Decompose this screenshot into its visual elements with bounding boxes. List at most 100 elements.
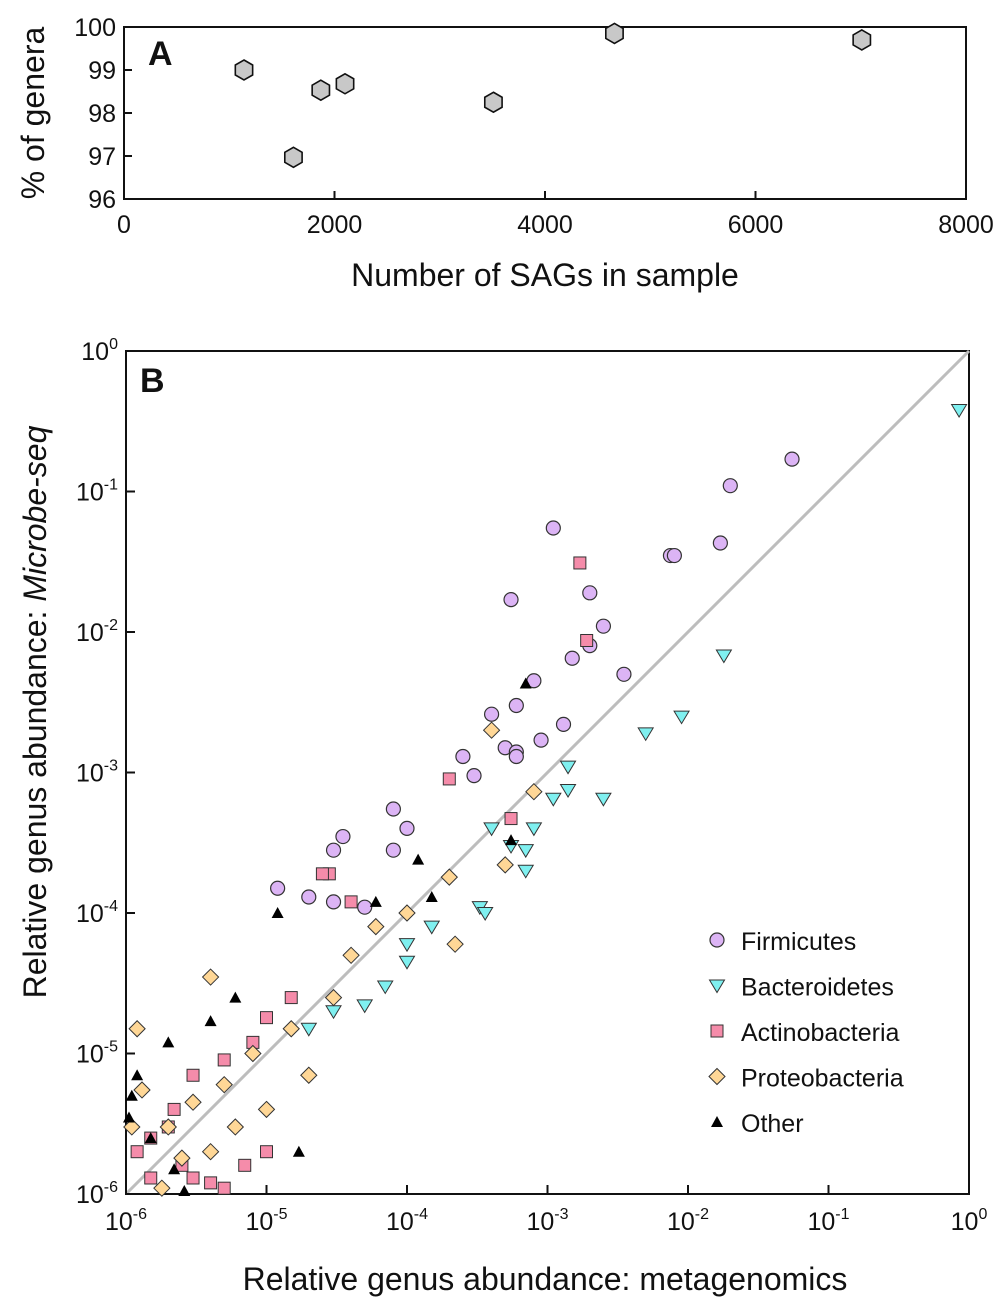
panel-b-x-tick-label: 10-5 [245, 1206, 287, 1236]
proteobacteria-data-point [342, 946, 360, 965]
bacteroidetes-data-point [544, 792, 562, 807]
bacteroidetes-data-point [483, 822, 500, 837]
panel-b-x-tick-exponent: -4 [414, 1206, 428, 1223]
legend-label-firmicutes: Firmicutes [741, 928, 856, 956]
legend-label-actinobacteria: Actinobacteria [741, 1019, 900, 1047]
firmicutes-data-point [595, 618, 612, 634]
panel-a-x-tick-label: 2000 [307, 211, 363, 239]
proteobacteria-data-point [324, 988, 343, 1007]
panel-a-y-axis-label: % of genera [15, 27, 51, 200]
panel-a-y-tick-label: 100 [74, 14, 116, 42]
panel-b-y-axis-label: Relative genus abundance: Microbe-seq [17, 425, 53, 998]
firmicutes-data-point [508, 748, 524, 765]
panel-b-y-tick-exponent: -6 [104, 1179, 118, 1196]
actinobacteria-data-point [217, 1181, 231, 1195]
proteobacteria-data-point [201, 1142, 220, 1161]
panel-b-x-tick-exponent: -5 [273, 1206, 287, 1223]
other-data-point [369, 895, 382, 907]
actinobacteria-data-point [186, 1068, 200, 1082]
other-data-point [122, 1111, 135, 1123]
panel-b-x-tick-label: 100 [951, 1206, 988, 1236]
panel-b-y-tick-exponent: -5 [104, 1039, 118, 1056]
legend-marker-bacteroidetes [708, 979, 726, 994]
firmicutes-data-point [357, 899, 373, 915]
actinobacteria-data-point [260, 1145, 273, 1159]
actinobacteria-data-point [238, 1158, 252, 1172]
actinobacteria-data-point [217, 1053, 231, 1067]
other-data-point [292, 1145, 305, 1157]
actinobacteria-data-point [186, 1171, 200, 1185]
panel-b-y-tick-exponent: -1 [104, 477, 118, 494]
proteobacteria-data-point [215, 1075, 233, 1094]
firmicutes-data-point [270, 880, 286, 896]
other-data-point [229, 991, 242, 1003]
bacteroidetes-data-point [673, 710, 690, 725]
panel-b-x-tick-base: 10 [386, 1208, 414, 1236]
panel-b-x-tick-base: 10 [667, 1208, 695, 1236]
actinobacteria-data-point [315, 867, 329, 881]
proteobacteria-data-point [282, 1020, 300, 1038]
panel-b-y-axis-label-prefix: Relative genus abundance: [17, 602, 53, 999]
panel-b-x-tick-base: 10 [526, 1208, 554, 1236]
proteobacteria-data-point [496, 856, 514, 874]
panel-b-x-tick-base: 10 [951, 1208, 979, 1236]
other-data-point [271, 907, 284, 918]
proteobacteria-data-point [367, 917, 385, 936]
panel-b-y-tick-base: 10 [76, 760, 104, 788]
firmicutes-data-point [555, 716, 572, 732]
panel-b-y-tick-base: 10 [76, 619, 104, 647]
other-data-point [519, 677, 532, 689]
actinobacteria-data-point [580, 633, 594, 647]
actinobacteria-data-point [260, 1011, 273, 1025]
firmicutes-data-point [455, 748, 471, 765]
bacteroidetes-data-point [376, 980, 394, 995]
panel-b-x-tick-exponent: -6 [133, 1206, 147, 1223]
panel-b-letter: B [140, 362, 165, 400]
panel-b-points [122, 404, 968, 1197]
panel-a-x-axis-label: Number of SAGs in sample [351, 257, 739, 293]
panel-b-y-tick-label: 10-1 [76, 477, 118, 507]
panel-a: A 0 2000 4000 6000 8000 96 97 98 99 100 Number of… [15, 14, 994, 293]
firmicutes-data-point [616, 666, 632, 682]
bacteroidetes-data-point [300, 1022, 318, 1037]
panel-a-y-tick-label: 96 [88, 186, 116, 214]
actinobacteria-data-point [504, 812, 518, 826]
bacteroidetes-data-point [595, 792, 612, 807]
firmicutes-data-point [325, 842, 342, 858]
firmicutes-data-point [508, 697, 524, 714]
actinobacteria-data-point [284, 991, 298, 1005]
panel-a-ticks: 0 2000 4000 6000 8000 96 97 98 99 100 [74, 14, 994, 239]
proteobacteria-data-point [440, 868, 459, 886]
firmicutes-data-point [784, 451, 800, 467]
panel-a-letter: A [148, 35, 173, 73]
panel-b-x-tick-exponent: -2 [695, 1206, 709, 1223]
bacteroidetes-data-point [559, 760, 577, 775]
firmicutes-data-point [399, 820, 415, 837]
panel-b-y-tick-label: 10-5 [76, 1039, 118, 1069]
panel-a-y-tick-label: 97 [88, 143, 116, 171]
reference-line [124, 349, 971, 1196]
panel-b-x-tick-label: 10-4 [386, 1206, 428, 1236]
proteobacteria-data-point [525, 782, 543, 801]
panel-a-data-point [311, 79, 331, 102]
other-data-point [168, 1163, 181, 1175]
bacteroidetes-data-point [517, 864, 535, 879]
actinobacteria-data-point [344, 895, 358, 909]
panel-a-x-tick-label: 4000 [517, 211, 573, 239]
actinobacteria-data-point [167, 1102, 181, 1116]
proteobacteria-data-point [184, 1093, 202, 1111]
legend-label-other: Other [741, 1110, 804, 1138]
firmicutes-data-point [722, 478, 738, 494]
panel-b-x-tick-label: 10-6 [105, 1206, 147, 1236]
panel-a-data-point [234, 59, 254, 81]
panel-b-x-tick-label: 10-1 [807, 1206, 849, 1236]
panel-a-y-tick-label: 99 [88, 57, 116, 85]
firmicutes-data-point [503, 592, 519, 608]
proteobacteria-data-point [128, 1020, 146, 1038]
legend-marker-firmicutes [709, 932, 725, 948]
firmicutes-data-point [483, 706, 500, 722]
bacteroidetes-data-point [559, 784, 577, 799]
firmicutes-data-point [564, 650, 580, 666]
other-data-point [125, 1089, 138, 1101]
